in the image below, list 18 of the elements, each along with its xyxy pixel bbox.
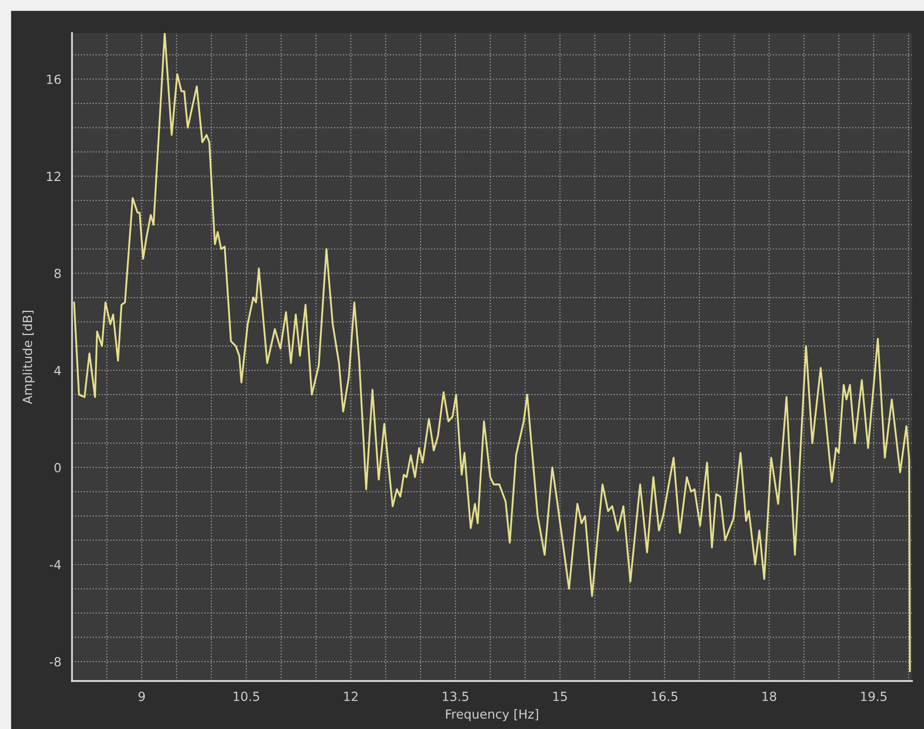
x-tick-label: 12 [344,692,358,701]
y-tick-label: 8 [54,268,61,278]
line-series [73,33,911,672]
x-tick-label: 9 [138,692,145,702]
x-tick-label: 18 [762,692,776,702]
x-tick-label: 15 [553,692,567,702]
y-tick-label: 12 [47,172,60,181]
y-tick-label: -4 [50,560,61,570]
x-tick-label: 16.5 [652,692,678,702]
x-axis-title: Frequency [Hz] [446,709,538,722]
y-tick-label: -8 [50,657,61,667]
y-tick-label: 16 [47,74,61,84]
x-tick-label: 19.5 [861,692,886,702]
x-tick-label: 13.5 [442,692,468,702]
y-tick-label: 4 [54,366,61,376]
y-tick-label: 0 [54,462,61,472]
x-tick-label: 10.5 [234,692,260,702]
y-axis-title: Amplitude [dB] [22,310,35,404]
